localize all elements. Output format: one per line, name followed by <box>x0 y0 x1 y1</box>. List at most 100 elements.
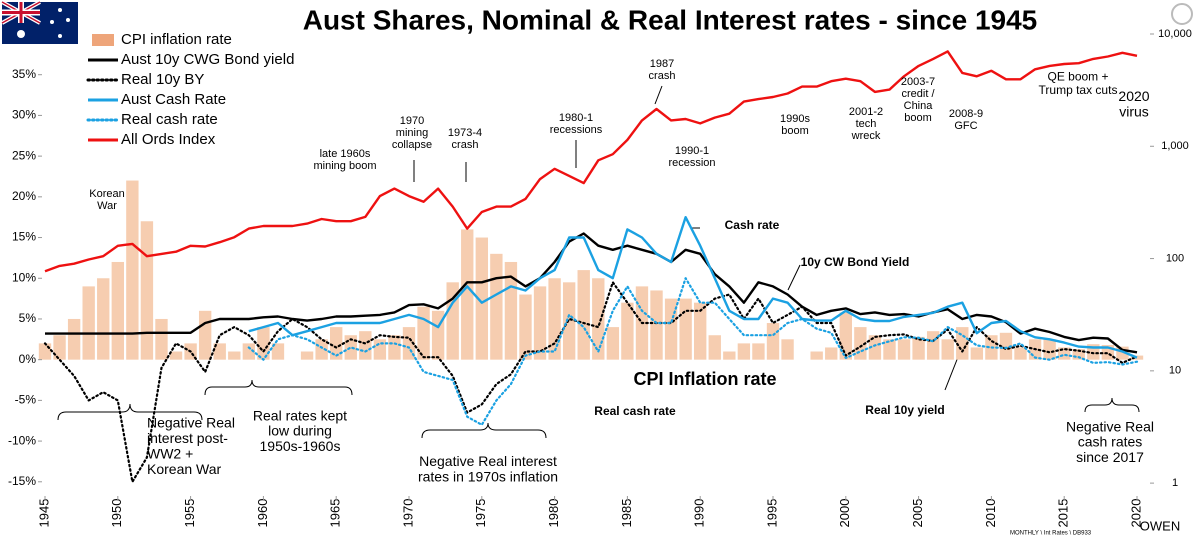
annotation: wreck <box>851 130 881 142</box>
bar <box>271 343 285 360</box>
annotation: CPI Inflation rate <box>633 369 776 389</box>
annotation: GFC <box>954 120 977 132</box>
annotation: 1980-1 <box>559 112 593 124</box>
y-tick-label: 15% <box>12 230 36 244</box>
bar <box>679 298 692 360</box>
series-line <box>44 50 1138 273</box>
legend-swatch <box>92 34 114 46</box>
flag <box>1 0 78 44</box>
annotation: 1970 <box>400 115 424 127</box>
annotation: collapse <box>392 139 432 151</box>
annotation: boom <box>904 112 932 124</box>
bar <box>373 339 387 360</box>
y-tick-label: 25% <box>12 148 36 162</box>
annotation: Real cash rate <box>594 404 676 418</box>
y-tick-label: 20% <box>12 189 36 203</box>
y-tick-label: -5% <box>15 393 37 407</box>
bar <box>810 351 823 360</box>
bar <box>752 343 765 360</box>
bar <box>242 343 256 360</box>
bar <box>592 278 605 360</box>
annotation: War <box>97 200 117 212</box>
x-tick-label: 1995 <box>764 499 779 528</box>
annotation: Real 10y yield <box>865 403 944 417</box>
series-line <box>45 232 1138 354</box>
bar <box>956 327 969 360</box>
bar <box>38 343 52 360</box>
annotation: interest post- <box>147 430 228 446</box>
annotation: crash <box>452 139 479 151</box>
bar <box>126 180 139 360</box>
annotation: 2001-2 <box>849 106 883 118</box>
annotation: 2008-9 <box>949 108 983 120</box>
annotation: China <box>904 100 934 112</box>
annotation: low during <box>268 423 332 439</box>
bar <box>330 327 343 360</box>
bar <box>213 343 226 360</box>
bar <box>461 229 474 360</box>
y-tick-label: 0% <box>19 352 37 366</box>
bar <box>1014 347 1027 360</box>
annotation: 1987 <box>650 58 674 70</box>
x-tick-label: 2015 <box>1056 499 1071 528</box>
bar <box>169 351 183 360</box>
bar <box>300 351 314 360</box>
y2-tick-label: 1 <box>1172 477 1178 489</box>
logo <box>1171 3 1193 25</box>
legend-label: Aust 10y CWG Bond yield <box>121 51 294 68</box>
series-line <box>247 277 1139 426</box>
annotation: crash <box>649 70 676 82</box>
annotation: 1950s-1960s <box>260 438 341 454</box>
bar <box>723 351 736 360</box>
chart-title: Aust Shares, Nominal & Real Interest rat… <box>303 4 1038 35</box>
annotation: 10y CW Bond Yield <box>801 255 910 269</box>
legend-label: Real cash rate <box>121 111 218 128</box>
bar <box>941 339 954 360</box>
x-tick-label: 2020 <box>1128 499 1143 528</box>
annotation: tech <box>856 118 877 130</box>
annotation: recessions <box>550 124 603 136</box>
annotation: mining boom <box>314 160 377 172</box>
annotation: 2020 <box>1118 88 1149 104</box>
annotation: 1973-4 <box>448 127 482 139</box>
bar <box>883 339 896 360</box>
bar <box>490 253 503 360</box>
bar <box>53 335 66 360</box>
y-tick-label: 10% <box>12 270 36 284</box>
annotation: mining <box>396 127 428 139</box>
annotation: Real rates kept <box>253 407 347 423</box>
footer: MONTHLY \ Int Rates \ DB933 <box>1010 531 1092 537</box>
x-tick-label: 1970 <box>400 499 415 528</box>
bar <box>315 339 328 360</box>
bar <box>111 261 124 360</box>
annotation: Trump tax cuts <box>1039 83 1118 97</box>
bar <box>67 318 81 360</box>
bar <box>1043 339 1056 360</box>
legend-label: Aust Cash Rate <box>121 91 226 108</box>
bar <box>577 270 590 360</box>
annotation: WW2 + <box>147 445 193 461</box>
y-tick-label: -10% <box>8 433 36 447</box>
y-tick-label: -15% <box>8 474 36 488</box>
bar <box>781 339 794 360</box>
y2-tick-label: 10 <box>1169 365 1181 377</box>
bar <box>926 331 940 360</box>
annotation-arrows <box>57 85 1140 439</box>
legend-label: All Ords Index <box>121 131 216 148</box>
y-tick-label: 35% <box>12 67 36 81</box>
y2-tick-label: 100 <box>1166 252 1184 264</box>
annotation: Cash rate <box>725 218 780 232</box>
bar <box>1072 349 1085 360</box>
annotation: virus <box>1119 103 1149 119</box>
annotation: cash rates <box>1078 434 1143 450</box>
bar <box>82 286 95 360</box>
bar <box>694 302 707 360</box>
bar <box>708 335 721 360</box>
y-tick-label: 5% <box>19 311 37 325</box>
x-tick-label: 1955 <box>182 499 197 528</box>
bar <box>999 332 1013 360</box>
bar <box>825 347 838 360</box>
bar <box>1130 355 1144 360</box>
x-tick-label: 2010 <box>983 499 998 528</box>
x-tick-label: 1960 <box>255 499 270 528</box>
